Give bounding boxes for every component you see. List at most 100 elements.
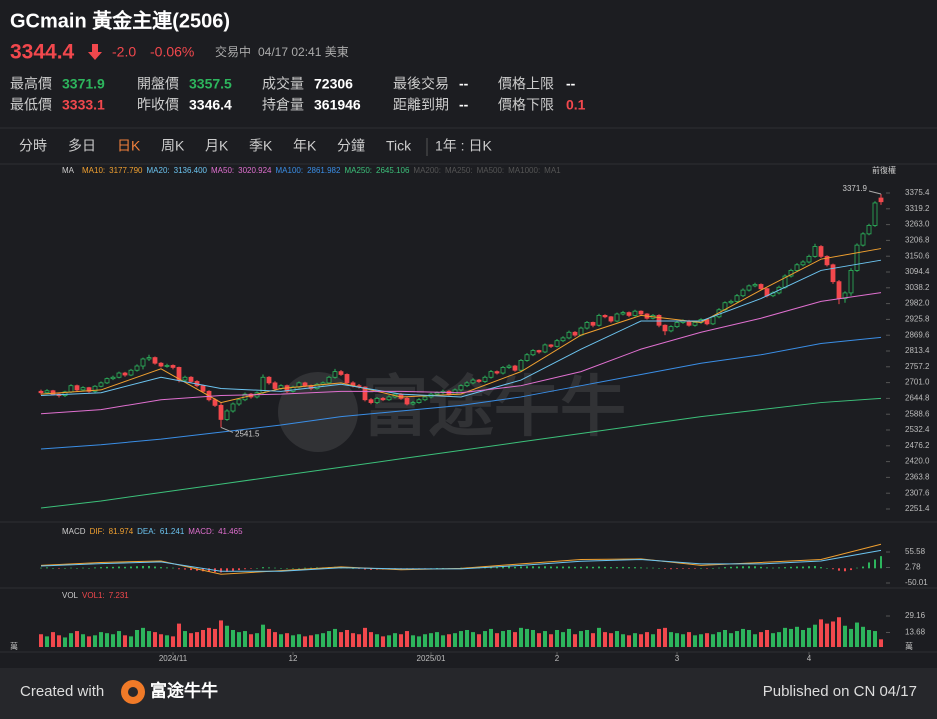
- legend-value: 2861.982: [307, 166, 341, 175]
- candle-body: [386, 396, 392, 401]
- macd-bar: [706, 568, 708, 569]
- tab[interactable]: 月K: [205, 138, 229, 154]
- x-tick-label: 2: [555, 654, 560, 663]
- volume-bar: [783, 627, 787, 647]
- change-pct: -0.06%: [150, 44, 194, 60]
- candle-body: [674, 322, 680, 328]
- macd-bar: [574, 566, 576, 569]
- macd-bar: [76, 568, 78, 569]
- volume-bar: [195, 632, 199, 647]
- y-tick-label: 2307.6: [905, 488, 930, 497]
- volume-bar: [63, 637, 67, 647]
- candle-body: [842, 292, 848, 299]
- volume-bar: [801, 629, 805, 647]
- macd-bar: [58, 568, 60, 569]
- candle-body: [578, 327, 584, 336]
- candle-body: [794, 264, 800, 271]
- candle-body: [758, 284, 764, 290]
- candle-body: [596, 315, 602, 326]
- volume-bar: [69, 633, 73, 647]
- y-tick-label: 3038.2: [905, 283, 930, 292]
- candle-body: [170, 365, 176, 368]
- y-tick-label: 2251.4: [905, 504, 930, 513]
- macd-bar: [622, 566, 624, 569]
- vol-label: VOL: [62, 591, 79, 600]
- macd-bar: [604, 566, 606, 569]
- macd-bar: [736, 566, 738, 569]
- volume-bar: [51, 632, 55, 647]
- y-tick-label: 2869.6: [905, 330, 930, 339]
- macd-bar: [136, 566, 138, 569]
- tab[interactable]: 分鐘: [337, 138, 365, 154]
- volume-bar: [129, 636, 133, 647]
- candle-body: [824, 255, 830, 266]
- footer-brand: 富途牛牛: [150, 680, 218, 700]
- candle-body: [134, 365, 140, 371]
- volume-bar: [771, 633, 775, 647]
- volume-bar: [585, 629, 589, 647]
- macd-bar: [880, 556, 882, 569]
- candle-body: [464, 382, 470, 387]
- candle-body: [404, 397, 410, 405]
- macd-bar: [100, 567, 102, 569]
- macd-bar: [610, 567, 612, 569]
- candle-body: [566, 331, 572, 339]
- tab[interactable]: 多日: [68, 138, 96, 154]
- candle-body: [422, 396, 428, 401]
- macd-bar: [658, 568, 660, 569]
- legend-name: DIF:: [90, 527, 105, 536]
- volume-bar: [309, 635, 313, 647]
- candle-body: [116, 372, 122, 378]
- volume-bar: [171, 636, 175, 647]
- macd-bar: [172, 567, 174, 569]
- candle-body: [338, 371, 344, 375]
- volume-bar: [669, 632, 673, 647]
- tab[interactable]: 日K: [117, 138, 141, 154]
- tab[interactable]: 分時: [19, 138, 47, 154]
- stat-label: 距離到期: [393, 97, 449, 113]
- tab[interactable]: Tick: [386, 138, 412, 154]
- candle-body: [530, 350, 536, 356]
- volume-bar: [93, 635, 97, 647]
- volume-bar: [867, 629, 871, 647]
- candle-body: [74, 385, 80, 391]
- macd-bar: [838, 568, 840, 571]
- volume-bar: [573, 634, 577, 647]
- candle-body: [524, 354, 530, 361]
- macd-bar: [238, 568, 240, 571]
- x-tick-label: 2025/01: [417, 654, 446, 663]
- candle-body: [554, 340, 560, 347]
- y-tick-label: 2701.0: [905, 378, 930, 387]
- macd-bar: [754, 566, 756, 569]
- candle-body: [164, 365, 170, 367]
- volume-bar: [81, 634, 85, 647]
- legend-inactive: MA1000:: [508, 166, 540, 175]
- volume-bar: [795, 626, 799, 647]
- high-pointer: [868, 190, 882, 195]
- volume-bar: [477, 634, 481, 647]
- macd-bar: [280, 568, 282, 569]
- volume-bar: [729, 633, 733, 647]
- volume-bar: [357, 634, 361, 647]
- volume-bar: [303, 636, 307, 647]
- volume-bar: [843, 625, 847, 647]
- tab[interactable]: 年K: [293, 138, 317, 154]
- candle-body: [212, 399, 218, 406]
- candle-body: [866, 225, 872, 235]
- volume-bar: [393, 633, 397, 647]
- volume-bar: [339, 632, 343, 647]
- volume-bar: [531, 629, 535, 647]
- stat-label: 開盤價: [137, 76, 179, 92]
- y-tick-label: 2588.6: [905, 409, 930, 418]
- macd-bar: [124, 566, 126, 569]
- volume-bar: [723, 629, 727, 647]
- macd-bar: [724, 567, 726, 569]
- candle-body: [128, 369, 134, 376]
- tab[interactable]: 周K: [161, 138, 185, 154]
- macd-bar: [64, 568, 66, 569]
- volume-bar: [609, 633, 613, 647]
- ma-label: MA: [62, 166, 75, 175]
- legend-value: 61.241: [160, 527, 185, 536]
- tab[interactable]: 季K: [249, 138, 273, 154]
